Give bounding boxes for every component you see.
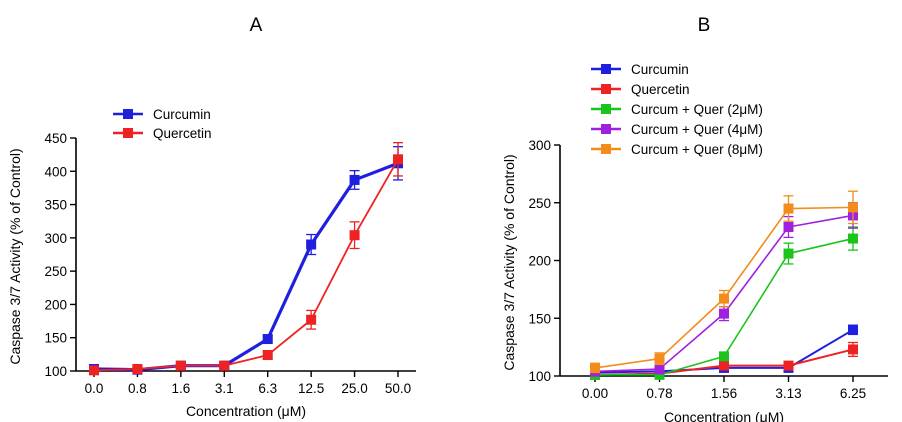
chart1-data-point [393,154,403,165]
chart1-data-point [219,360,230,371]
chart2-legend-label: Curcum + Quer (8μM) [631,142,763,157]
chart2-y-axis-label: Caspase 3/7 Activity (% of Control) [501,154,517,370]
chart2-legend-label: Curcum + Quer (4μM) [631,122,763,137]
chart1-y-tick-label: 400 [44,164,67,179]
chart1-series-line [93,161,399,372]
chart1-data-point [175,360,186,371]
chart2-plot [554,144,888,382]
chart1-y-tick-label: 450 [44,131,67,146]
chart2-series-5 [590,190,858,374]
chart2-data-point [783,248,794,259]
chart2-legend [591,64,621,154]
chart2-data-point [848,324,858,335]
chart2-data-point [783,360,794,371]
chart1-legend-marker [123,109,133,119]
chart2-data-point [590,362,600,373]
chart2-data-point [719,360,729,371]
chart1-data-point [349,230,360,241]
chart1-x-tick-label: 0.0 [85,381,104,396]
chart1-x-tick-label: 3.1 [215,381,234,396]
chart2-data-point [654,364,665,375]
chart2-legend-marker [601,144,611,154]
chart1-legend-label: Curcumin [153,107,211,122]
chart1-data-point [262,350,273,361]
chart2-legend-marker [601,104,611,114]
chart1-y-axis-label: Caspase 3/7 Activity (% of Control) [7,148,23,364]
chart2-legend-marker [601,64,611,74]
chart2-data-point [719,351,729,362]
chart1-series-1 [89,146,403,375]
chart1-panel-label: A [250,15,263,36]
chart1-legend [113,109,143,138]
chart2-y-tick-label: 200 [528,254,551,269]
chart2-legend-label: Curcum + Quer (2μM) [631,102,763,117]
chart1-x-tick-label: 50.0 [385,381,411,396]
chart1-series-2 [89,142,403,376]
chart2-y-tick-label: 250 [528,196,551,211]
chart2-panel-label: B [698,15,711,36]
chart1-x-tick-label: 25.0 [341,381,367,396]
chart2-data-point [848,344,858,355]
chart1-x-tick-label: 12.5 [298,381,324,396]
chart2-y-tick-label: 300 [528,138,551,153]
chart1-y-tick-label: 100 [44,364,67,379]
chart2-data-point [719,293,729,304]
chart1-data-point [132,364,143,375]
chart2-legend-marker [601,124,611,134]
chart1-plot [70,137,416,377]
chart1-legend-label: Quercetin [153,126,212,141]
chart2-legend-marker [601,84,611,94]
chart2-x-tick-label: 1.56 [711,386,737,401]
chart2-x-tick-label: 3.13 [775,386,801,401]
chart1-x-tick-label: 1.6 [171,381,190,396]
chart1-series-line [93,158,399,372]
chart2-legend-label: Curcumin [631,62,689,77]
chart1-data-point [306,239,317,250]
chart1-x-tick-label: 6.3 [258,381,277,396]
chart2-y-tick-label: 100 [528,369,551,384]
chart2-data-point [783,203,794,214]
chart1-x-tick-label: 0.8 [128,381,147,396]
chart1-y-tick-label: 300 [44,231,67,246]
chart1-legend-marker [123,128,133,138]
chart1-data-point [349,174,360,185]
chart2-data-point [848,202,858,213]
chart2-x-tick-label: 6.25 [840,386,866,401]
chart2-x-axis-label: Concentration (μM) [664,409,784,422]
chart1-y-tick-label: 150 [44,331,67,346]
chart1-y-tick-label: 200 [44,297,67,312]
chart1-y-tick-label: 250 [44,264,67,279]
chart1-x-axis-label: Concentration (μM) [186,403,306,419]
chart2-data-point [783,222,794,233]
chart2-data-point [848,233,858,244]
chart2-data-point [654,369,665,380]
chart2-y-tick-label: 150 [528,311,551,326]
chart2-legend-label: Quercetin [631,82,690,97]
chart1-data-point [89,365,99,376]
chart1-y-tick-label: 350 [44,198,67,213]
chart2-series-line [594,206,854,369]
chart2-data-point [654,353,665,364]
chart1-data-point [306,314,317,325]
chart2-x-tick-label: 0.00 [582,386,608,401]
chart2-data-point [719,308,729,319]
chart1-data-point [262,334,273,345]
chart2-x-tick-label: 0.78 [646,386,672,401]
